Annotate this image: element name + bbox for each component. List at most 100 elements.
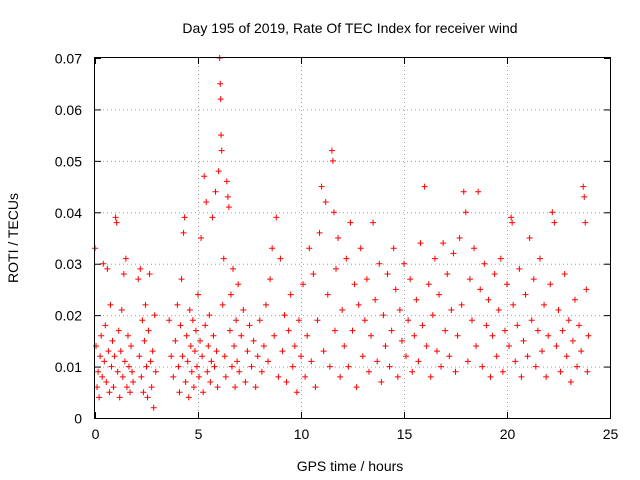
x-tick-labels: 0 5 10 15 20 25 xyxy=(92,426,619,442)
data-point xyxy=(582,219,589,226)
data-point xyxy=(145,327,152,334)
data-point xyxy=(102,322,109,329)
data-point xyxy=(553,343,560,349)
data-point xyxy=(536,255,543,262)
y-tick-label: 0.07 xyxy=(55,51,82,67)
data-point xyxy=(499,368,506,375)
data-point xyxy=(260,343,267,349)
data-point xyxy=(436,291,443,298)
data-point xyxy=(213,348,220,355)
x-tick-label: 25 xyxy=(603,426,619,442)
data-point xyxy=(471,245,478,252)
data-point xyxy=(431,255,438,262)
data-point xyxy=(495,307,502,313)
data-point xyxy=(212,188,219,195)
data-point xyxy=(407,276,414,283)
data-point xyxy=(182,379,189,385)
data-point xyxy=(304,332,311,339)
y-tick-label: 0.01 xyxy=(55,359,82,375)
data-point xyxy=(308,358,315,365)
data-point xyxy=(142,301,149,308)
data-point xyxy=(396,307,403,313)
data-point xyxy=(189,317,196,324)
data-point xyxy=(567,379,574,385)
data-point xyxy=(205,343,212,349)
data-point xyxy=(464,358,471,365)
data-point xyxy=(223,178,230,185)
x-tick-label: 5 xyxy=(195,426,203,442)
data-point xyxy=(118,307,125,313)
data-point xyxy=(104,265,111,272)
data-point xyxy=(559,327,566,334)
data-point xyxy=(122,255,129,262)
data-point xyxy=(191,348,198,355)
data-point xyxy=(176,389,183,396)
data-point xyxy=(300,281,307,288)
data-point xyxy=(254,353,261,360)
grid xyxy=(95,58,610,418)
x-tick-label: 10 xyxy=(294,426,310,442)
data-point xyxy=(333,265,340,272)
data-point xyxy=(198,235,205,241)
data-point xyxy=(314,317,321,324)
plot-frame xyxy=(94,57,611,419)
data-point xyxy=(217,96,224,103)
data-point xyxy=(236,368,243,375)
data-point xyxy=(506,343,513,349)
data-point xyxy=(172,337,179,344)
data-point xyxy=(178,276,185,283)
data-point xyxy=(106,389,113,396)
data-point xyxy=(184,358,191,365)
data-point xyxy=(398,337,405,344)
data-point xyxy=(569,337,576,344)
data-point xyxy=(351,281,358,288)
data-point xyxy=(551,219,558,226)
data-point xyxy=(250,337,257,344)
data-point xyxy=(193,363,200,370)
data-point xyxy=(230,265,237,272)
data-point xyxy=(448,307,455,313)
data-point xyxy=(129,368,136,375)
data-point xyxy=(180,229,187,236)
data-point xyxy=(532,363,539,370)
data-point xyxy=(563,353,570,360)
data-point xyxy=(526,235,533,241)
data-point xyxy=(152,368,159,375)
y-tick-label: 0.02 xyxy=(55,308,82,324)
data-point xyxy=(96,394,103,401)
data-point xyxy=(105,348,112,355)
data-points xyxy=(92,55,592,411)
data-point xyxy=(221,353,228,360)
data-point xyxy=(421,183,428,190)
data-point xyxy=(401,260,407,267)
data-point xyxy=(150,404,157,411)
data-point xyxy=(139,317,146,324)
data-point xyxy=(224,193,231,200)
data-point xyxy=(440,240,447,247)
data-point xyxy=(357,245,364,252)
data-point xyxy=(283,379,290,385)
data-point xyxy=(541,301,548,308)
data-point xyxy=(429,312,436,319)
data-point xyxy=(151,312,158,319)
data-point xyxy=(365,368,372,375)
data-point xyxy=(316,229,323,236)
data-point xyxy=(295,317,302,324)
data-point xyxy=(405,317,412,324)
data-point xyxy=(343,255,350,262)
data-point xyxy=(514,322,521,329)
data-point xyxy=(330,209,337,216)
data-point xyxy=(479,363,486,370)
data-point xyxy=(460,188,467,195)
data-point xyxy=(372,296,379,303)
data-point xyxy=(273,214,280,221)
data-point xyxy=(386,363,393,370)
data-point xyxy=(322,199,329,205)
y-tick-label: 0 xyxy=(74,411,82,427)
data-point xyxy=(376,260,383,267)
data-point xyxy=(204,368,211,375)
data-point xyxy=(127,389,134,396)
data-point xyxy=(456,235,463,241)
data-point xyxy=(462,209,469,216)
data-point xyxy=(508,214,515,221)
